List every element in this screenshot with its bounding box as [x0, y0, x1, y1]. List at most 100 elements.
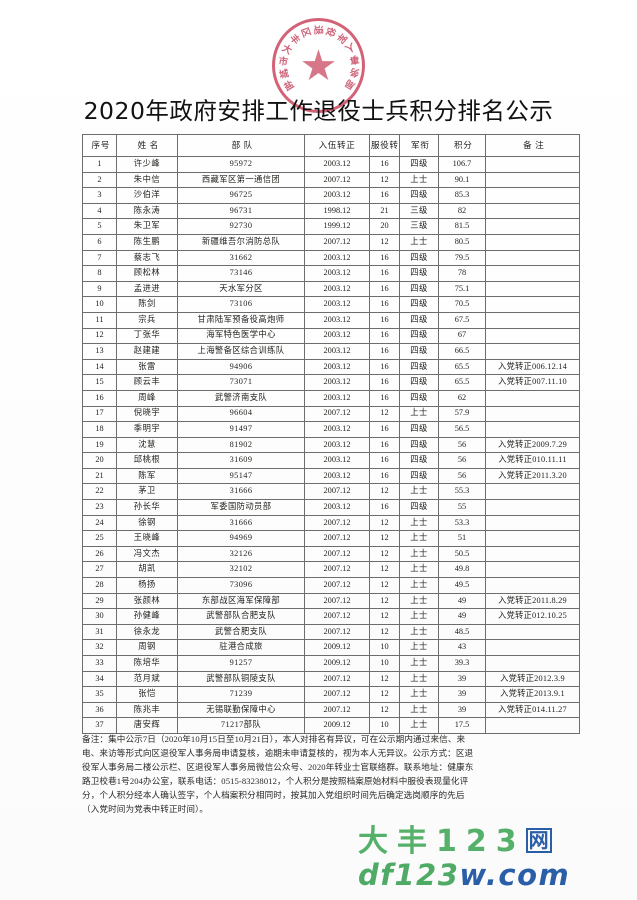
cell-unit: 海军特色医学中心	[177, 327, 305, 345]
cell-score: 39	[438, 701, 486, 719]
cell-score: 51	[438, 530, 486, 547]
cell-enlist-date: 2007.12	[304, 592, 370, 610]
cell-remark	[485, 218, 580, 235]
cell-index: 24	[82, 514, 117, 532]
cell-unit: 91257	[177, 655, 305, 672]
cell-index: 17	[82, 405, 117, 423]
cell-score: 55.3	[438, 483, 486, 501]
cell-military-rank: 四级	[399, 421, 439, 438]
cell-military-rank: 四级	[399, 156, 439, 173]
cell-military-rank: 四级	[399, 374, 439, 391]
table-row: 28 杨扬 73096 2007.12 12 上士 49.5	[82, 577, 580, 594]
cell-unit: 92730	[177, 218, 305, 235]
cell-remark	[485, 514, 580, 532]
table-row: 2 朱中信 西藏军区第一通信团 2007.12 12 上士 90.1	[82, 171, 580, 189]
footnote-line-1: 备注：集中公示7日（2020年10月15日至10月21日），本人对排名有异议，可…	[82, 734, 466, 744]
table-row: 30 孙健峰 武警部队合肥支队 2007.12 12 上士 49 入党转正012.10.25	[82, 608, 580, 625]
cell-service-years: 16	[369, 280, 400, 298]
cell-remark: 入党转正2011.3.20	[485, 467, 580, 485]
seal-inner-ring: 盐城市大丰区退役军人事务局	[277, 24, 360, 107]
cell-enlist-date: 2003.12	[304, 389, 370, 407]
cell-enlist-date: 2003.12	[304, 265, 370, 282]
table-row: 14 张雷 94906 2003.12 16 四级 65.5 入党转正006.12.14	[82, 358, 580, 376]
cell-index: 18	[82, 421, 117, 438]
cell-military-rank: 四级	[399, 249, 439, 267]
table-row: 11 宗兵 甘肃陆军预备役高炮师 2003.12 16 四级 67.5	[82, 311, 580, 329]
watermark-brand-cn: 大丰123	[358, 824, 526, 859]
cell-index: 8	[82, 265, 117, 282]
table-row: 35 张恺 71239 2007.12 12 上士 39 入党转正2013.9.1	[82, 686, 580, 703]
cell-name: 孟进进	[116, 280, 178, 298]
cell-remark	[485, 171, 580, 189]
cell-unit: 31666	[177, 514, 305, 532]
cell-name: 许少峰	[116, 156, 178, 173]
cell-index: 5	[82, 218, 117, 235]
cell-unit: 31662	[177, 249, 305, 267]
cell-remark: 入党转正012.10.25	[485, 608, 580, 625]
cell-remark	[485, 202, 580, 220]
cell-unit: 81902	[177, 436, 305, 454]
cell-enlist-date: 2003.12	[304, 280, 370, 298]
table-row: 34 范月斌 武警部队铜陵支队 2007.12 12 上士 39 入党转正2012.3.9	[82, 670, 580, 688]
cell-enlist-date: 2003.12	[304, 421, 370, 438]
cell-unit: 上海警备区综合训练队	[177, 343, 305, 360]
cell-index: 28	[82, 577, 117, 594]
table-header-row: 序号 姓 名 部 队 入伍转正 服役转正 军衔 积分 备 注	[82, 134, 580, 157]
cell-unit: 96731	[177, 202, 305, 220]
cell-score: 66.5	[438, 343, 486, 360]
cell-military-rank: 上士	[399, 686, 439, 703]
cell-service-years: 12	[369, 701, 400, 719]
cell-remark	[485, 156, 580, 173]
cell-service-years: 16	[369, 358, 400, 376]
cell-enlist-date: 2007.12	[304, 171, 370, 189]
cell-service-years: 16	[369, 452, 400, 469]
cell-military-rank: 三级	[399, 202, 439, 220]
table-row: 3 沙伯洋 96725 2003.12 16 四级 85.3	[82, 187, 580, 204]
cell-enlist-date: 2007.12	[304, 623, 370, 641]
cell-remark	[485, 545, 580, 563]
cell-index: 27	[82, 561, 117, 579]
table-row: 26 冯文杰 32126 2007.12 12 上士 50.5	[82, 545, 580, 563]
cell-index: 4	[82, 202, 117, 220]
cell-name: 王晓峰	[116, 530, 178, 547]
cell-score: 55	[438, 499, 486, 516]
cell-unit: 95147	[177, 467, 305, 485]
cell-service-years: 10	[369, 639, 400, 656]
cell-index: 23	[82, 499, 117, 516]
table-row: 32 周钢 驻港合成旅 2009.12 10 上士 43	[82, 639, 580, 656]
cell-military-rank: 四级	[399, 467, 439, 485]
cell-unit: 71217部队	[177, 717, 305, 734]
cell-score: 75.1	[438, 280, 486, 298]
cell-index: 36	[82, 701, 117, 719]
cell-index: 31	[82, 623, 117, 641]
cell-service-years: 16	[369, 436, 400, 454]
table-row: 33 陈培华 91257 2009.12 10 上士 39.3	[82, 655, 580, 672]
cell-unit: 武警合肥支队	[177, 623, 305, 641]
table-header: 序号 姓 名 部 队 入伍转正 服役转正 军衔 积分 备 注	[82, 134, 580, 157]
cell-index: 7	[82, 249, 117, 267]
cell-name: 冯文杰	[116, 545, 178, 563]
cell-service-years: 20	[369, 218, 400, 235]
cell-unit: 武警部队合肥支队	[177, 608, 305, 625]
cell-unit: 新疆维吾尔消防总队	[177, 233, 305, 251]
table-row: 31 徐永龙 武警合肥支队 2007.12 12 上士 48.5	[82, 623, 580, 641]
cell-military-rank: 上士	[399, 483, 439, 501]
cell-score: 90.1	[438, 171, 486, 189]
watermark-domain-green: df123	[358, 857, 460, 892]
cell-enlist-date: 2003.12	[304, 156, 370, 173]
cell-military-rank: 四级	[399, 311, 439, 329]
cell-score: 53.3	[438, 514, 486, 532]
cell-name: 邱桃根	[116, 452, 178, 469]
cell-score: 65.5	[438, 374, 486, 391]
footnote-line-5: 分，个人积分经本人确认签字，个人档案积分相同时，按其加入党组织时间先后确定选岗顺…	[82, 789, 465, 800]
cell-enlist-date: 2003.12	[304, 327, 370, 345]
cell-remark: 入党转正006.12.14	[485, 358, 580, 376]
cell-score: 48.5	[438, 623, 486, 641]
cell-military-rank: 四级	[399, 265, 439, 282]
cell-remark	[485, 233, 580, 251]
table-row: 20 邱桃根 31609 2003.12 16 四级 56 入党转正010.11.11	[82, 452, 580, 469]
cell-index: 13	[82, 343, 117, 360]
cell-name: 沙伯洋	[116, 187, 178, 204]
table-row: 5 朱卫军 92730 1999.12 20 三级 81.5	[82, 218, 580, 235]
cell-index: 3	[82, 187, 117, 204]
